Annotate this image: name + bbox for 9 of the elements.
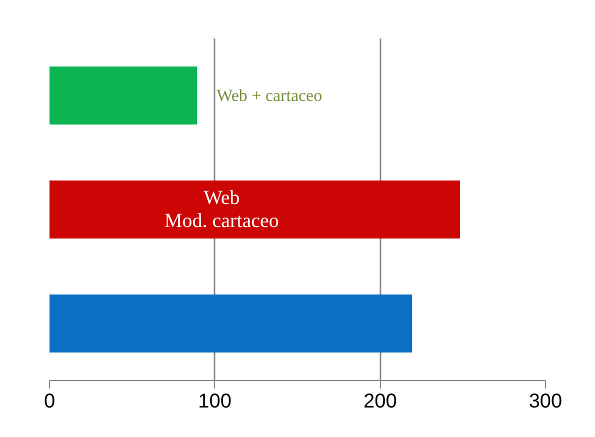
annotation: Web + cartaceo: [216, 86, 322, 105]
x-tick-label: 200: [363, 390, 397, 412]
x-tick-label: 100: [198, 390, 232, 412]
annotation: Web Mod. cartaceo: [164, 187, 279, 232]
bar: [50, 180, 460, 238]
x-tick-label: 300: [528, 390, 562, 412]
x-tick-label: 0: [44, 390, 56, 412]
bar: [50, 66, 198, 124]
bar: [50, 294, 412, 352]
